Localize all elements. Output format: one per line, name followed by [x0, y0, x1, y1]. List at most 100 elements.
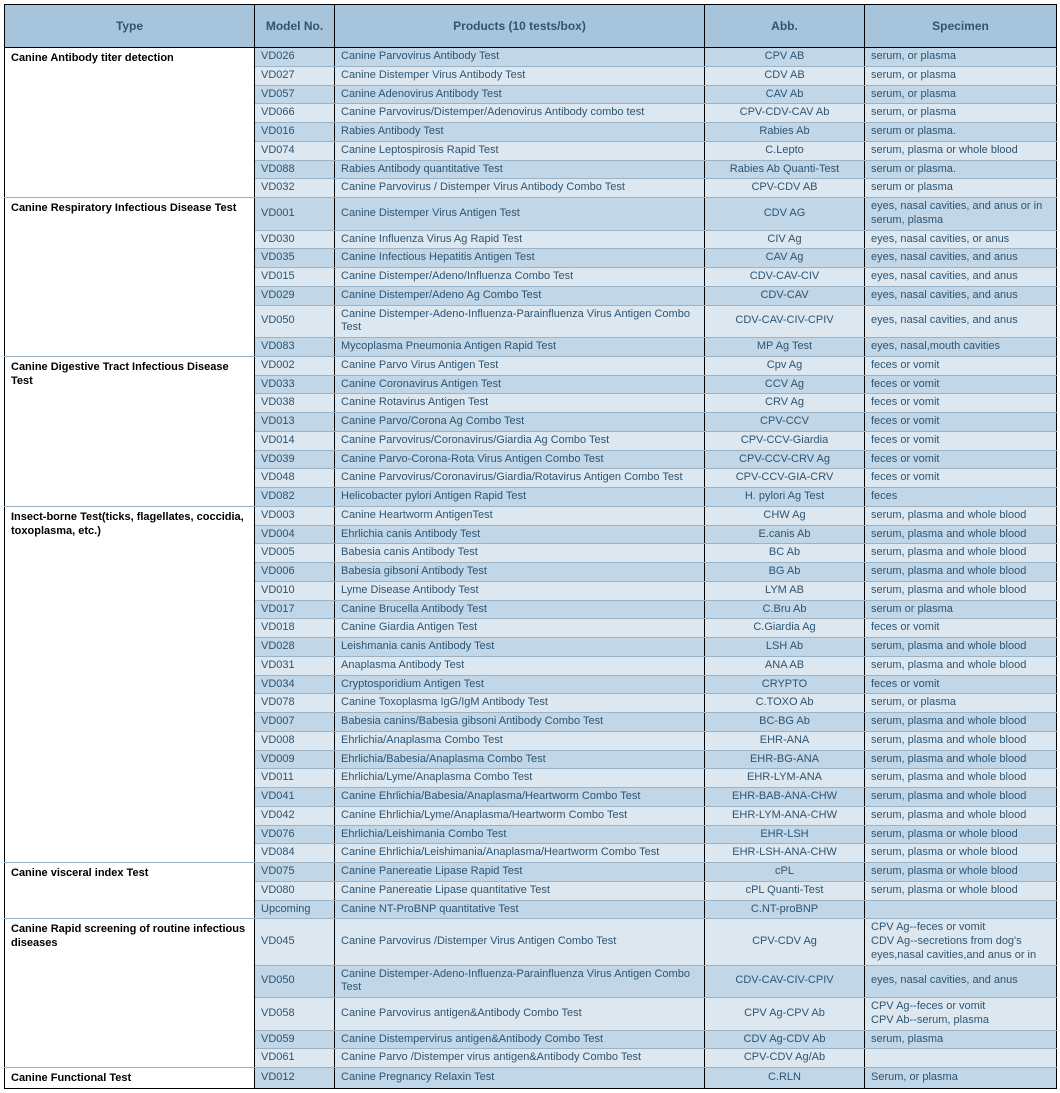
product-cell: Canine Parvovirus/Coronavirus/Giardia Ag…: [335, 431, 705, 450]
product-cell: Mycoplasma Pneumonia Antigen Rapid Test: [335, 338, 705, 357]
abb-cell: EHR-LYM-ANA-CHW: [705, 806, 865, 825]
abb-cell: CPV-CCV-GIA-CRV: [705, 469, 865, 488]
spec-cell: eyes, nasal cavities, and anus: [865, 286, 1057, 305]
abb-cell: CAV Ag: [705, 249, 865, 268]
product-cell: Canine Distemper-Adeno-Influenza-Parainf…: [335, 305, 705, 338]
abb-cell: CDV-CAV-CIV-CPIV: [705, 965, 865, 998]
product-cell: Canine Coronavirus Antigen Test: [335, 375, 705, 394]
spec-cell: serum, plasma and whole blood: [865, 806, 1057, 825]
model-cell: VD080: [255, 881, 335, 900]
abb-cell: LSH Ab: [705, 638, 865, 657]
spec-cell: eyes, nasal cavities, and anus: [865, 249, 1057, 268]
spec-cell: serum, plasma: [865, 1030, 1057, 1049]
abb-cell: EHR-ANA: [705, 731, 865, 750]
header-row: Type Model No. Products (10 tests/box) A…: [5, 5, 1057, 48]
product-cell: Canine Distemper Virus Antigen Test: [335, 198, 705, 231]
abb-cell: CPV-CCV-Giardia: [705, 431, 865, 450]
model-cell: VD002: [255, 356, 335, 375]
product-cell: Canine Ehrlichia/Leishimania/Anaplasma/H…: [335, 844, 705, 863]
product-cell: Rabies Antibody quantitative Test: [335, 160, 705, 179]
spec-cell: serum, or plasma: [865, 104, 1057, 123]
product-cell: Canine Influenza Virus Ag Rapid Test: [335, 230, 705, 249]
table-row: Canine Functional TestVD012Canine Pregna…: [5, 1068, 1057, 1089]
spec-cell: eyes, nasal cavities, and anus: [865, 965, 1057, 998]
model-cell: VD006: [255, 563, 335, 582]
product-cell: Canine Parvovirus / Distemper Virus Anti…: [335, 179, 705, 198]
model-cell: VD001: [255, 198, 335, 231]
abb-cell: EHR-LSH-ANA-CHW: [705, 844, 865, 863]
abb-cell: CPV Ag-CPV Ab: [705, 998, 865, 1031]
product-cell: Ehrlichia/Leishimania Combo Test: [335, 825, 705, 844]
abb-cell: CCV Ag: [705, 375, 865, 394]
product-cell: Canine Distempervirus antigen&Antibody C…: [335, 1030, 705, 1049]
spec-cell: eyes, nasal cavities, and anus: [865, 305, 1057, 338]
model-cell: VD061: [255, 1049, 335, 1068]
spec-cell: serum, plasma and whole blood: [865, 638, 1057, 657]
product-cell: Leishmania canis Antibody Test: [335, 638, 705, 657]
spec-cell: serum, or plasma: [865, 694, 1057, 713]
product-cell: Canine Parvovirus antigen&Antibody Combo…: [335, 998, 705, 1031]
abb-cell: CPV-CDV Ag/Ab: [705, 1049, 865, 1068]
model-cell: VD066: [255, 104, 335, 123]
spec-cell: feces or vomit: [865, 356, 1057, 375]
spec-cell: serum or plasma: [865, 600, 1057, 619]
abb-cell: EHR-LSH: [705, 825, 865, 844]
type-cell: Canine Functional Test: [5, 1068, 255, 1089]
spec-cell: feces or vomit: [865, 619, 1057, 638]
spec-cell: feces or vomit: [865, 450, 1057, 469]
product-cell: Babesia canis Antibody Test: [335, 544, 705, 563]
type-cell: Canine Respiratory Infectious Disease Te…: [5, 198, 255, 357]
product-cell: Canine Giardia Antigen Test: [335, 619, 705, 638]
model-cell: VD008: [255, 731, 335, 750]
abb-cell: LYM AB: [705, 581, 865, 600]
type-cell: Insect-borne Test(ticks, flagellates, co…: [5, 506, 255, 862]
spec-cell: CPV Ag--feces or vomit CPV Ab--serum, pl…: [865, 998, 1057, 1031]
model-cell: VD009: [255, 750, 335, 769]
abb-cell: C.Lepto: [705, 141, 865, 160]
model-cell: VD088: [255, 160, 335, 179]
spec-cell: feces: [865, 488, 1057, 507]
spec-cell: serum, plasma and whole blood: [865, 713, 1057, 732]
model-cell: VD033: [255, 375, 335, 394]
product-cell: Anaplasma Antibody Test: [335, 656, 705, 675]
abb-cell: BG Ab: [705, 563, 865, 582]
abb-cell: CPV-CCV-CRV Ag: [705, 450, 865, 469]
spec-cell: serum, plasma and whole blood: [865, 656, 1057, 675]
table-row: Canine Antibody titer detectionVD026Cani…: [5, 48, 1057, 67]
spec-cell: [865, 1049, 1057, 1068]
model-cell: VD018: [255, 619, 335, 638]
model-cell: VD028: [255, 638, 335, 657]
products-table: Type Model No. Products (10 tests/box) A…: [4, 4, 1057, 1089]
model-cell: VD045: [255, 919, 335, 965]
model-cell: VD032: [255, 179, 335, 198]
abb-cell: C.Bru Ab: [705, 600, 865, 619]
model-cell: VD015: [255, 268, 335, 287]
model-cell: VD057: [255, 85, 335, 104]
abb-cell: CRV Ag: [705, 394, 865, 413]
spec-cell: serum, plasma and whole blood: [865, 581, 1057, 600]
table-row: Canine visceral index TestVD075Canine Pa…: [5, 863, 1057, 882]
model-cell: VD004: [255, 525, 335, 544]
table-row: Canine Digestive Tract Infectious Diseas…: [5, 356, 1057, 375]
table-row: Insect-borne Test(ticks, flagellates, co…: [5, 506, 1057, 525]
abb-cell: CPV-CDV-CAV Ab: [705, 104, 865, 123]
product-cell: Canine Leptospirosis Rapid Test: [335, 141, 705, 160]
abb-cell: CDV-CAV: [705, 286, 865, 305]
model-cell: VD016: [255, 123, 335, 142]
abb-cell: C.RLN: [705, 1068, 865, 1089]
product-cell: Canine Parvo Virus Antigen Test: [335, 356, 705, 375]
abb-cell: Cpv Ag: [705, 356, 865, 375]
abb-cell: CPV-CDV Ag: [705, 919, 865, 965]
abb-cell: CDV-CAV-CIV-CPIV: [705, 305, 865, 338]
spec-cell: serum, plasma or whole blood: [865, 844, 1057, 863]
product-cell: Ehrlichia/Babesia/Anaplasma Combo Test: [335, 750, 705, 769]
model-cell: VD026: [255, 48, 335, 67]
model-cell: VD083: [255, 338, 335, 357]
spec-cell: serum, plasma and whole blood: [865, 750, 1057, 769]
model-cell: VD084: [255, 844, 335, 863]
product-cell: Canine Ehrlichia/Babesia/Anaplasma/Heart…: [335, 788, 705, 807]
product-cell: Ehrlichia canis Antibody Test: [335, 525, 705, 544]
product-cell: Lyme Disease Antibody Test: [335, 581, 705, 600]
header-products: Products (10 tests/box): [335, 5, 705, 48]
header-specimen: Specimen: [865, 5, 1057, 48]
